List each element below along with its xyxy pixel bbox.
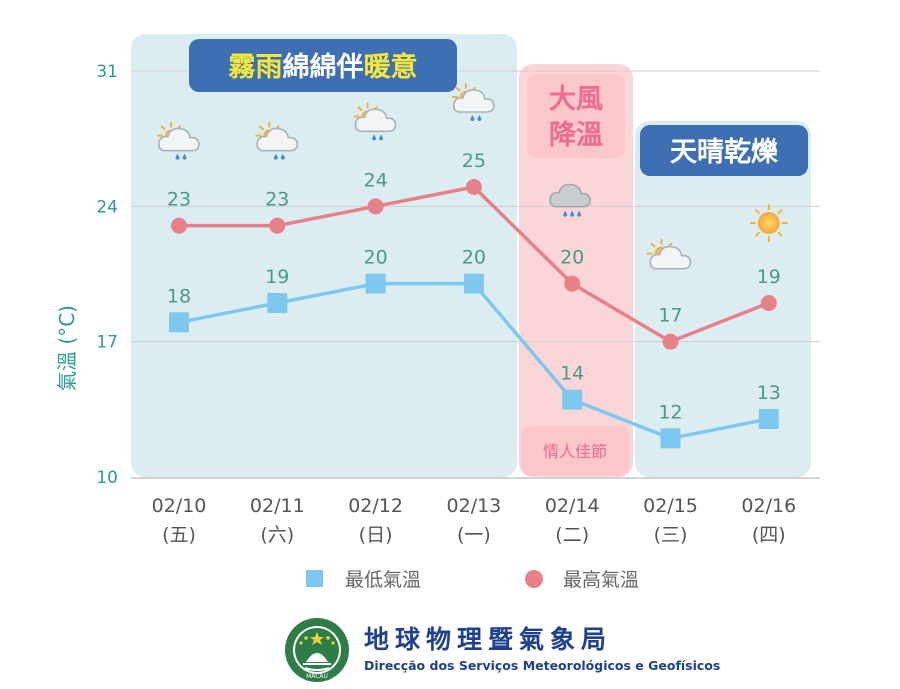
max-temp-marker [564, 275, 581, 292]
x-tick-weekday: (五) [162, 524, 196, 546]
y-tick-label: 17 [96, 333, 118, 353]
legend-min-label: 最低氣溫 [345, 569, 421, 591]
y-axis: 10 17 24 31 [96, 62, 118, 488]
min-temp-label: 12 [658, 401, 682, 423]
max-temp-marker [662, 333, 679, 350]
period1-region [131, 34, 517, 477]
x-tick-date: 02/10 [152, 495, 207, 517]
period3-region [635, 121, 811, 477]
max-temp-label: 23 [167, 189, 191, 211]
svg-text:霧雨綿綿伴暖意: 霧雨綿綿伴暖意 [229, 51, 418, 83]
min-temp-marker [365, 273, 386, 294]
legend-min-marker [306, 570, 323, 587]
x-tick-weekday: (四) [752, 524, 786, 546]
min-temp-label: 18 [167, 285, 191, 307]
x-tick-weekday: (六) [260, 524, 294, 546]
period1-text-c: 暖意 [364, 51, 418, 83]
max-temp-marker [269, 217, 286, 234]
min-temp-label: 13 [757, 382, 781, 404]
max-temp-marker [171, 217, 187, 234]
x-tick-weekday: (日) [359, 524, 393, 546]
rain-cloud-icon [549, 183, 592, 217]
sun-cloud-rain-icon [451, 83, 495, 121]
y-tick-label: 24 [96, 197, 118, 217]
y-tick-label: 10 [96, 468, 118, 488]
period2-text-line1: 大風 [549, 84, 603, 115]
agency-name-zh: 地球物理暨氣象局 [364, 625, 612, 654]
min-temp-marker [267, 293, 288, 313]
valentine-text: 情人佳節 [543, 442, 607, 461]
weather-icons [157, 83, 788, 270]
max-temp-marker [760, 295, 777, 311]
period3-banner: 天晴乾爍 [640, 125, 808, 176]
max-temp-label: 17 [658, 305, 682, 327]
max-temp-label: 23 [265, 189, 289, 211]
sun-cloud-icon [646, 238, 692, 270]
sun-icon [749, 204, 788, 242]
y-tick-label: 31 [96, 62, 118, 82]
max-temp-label: 25 [462, 150, 486, 172]
agency-name-pt: Direcção dos Serviços Meteorológicos e G… [364, 658, 720, 673]
min-temp-marker [463, 273, 484, 294]
period3-text: 天晴乾爍 [670, 137, 778, 168]
x-tick-date: 02/13 [447, 495, 502, 517]
x-tick-date: 02/16 [741, 495, 796, 517]
legend-max-label: 最高氣溫 [563, 569, 639, 591]
agency-logo: MACAU 地球物理暨氣象局 Direcção dos Serviços Met… [285, 618, 720, 682]
x-tick-date: 02/11 [250, 495, 305, 517]
x-tick-date: 02/14 [545, 495, 600, 517]
valentine-badge: 情人佳節 [521, 426, 629, 476]
period1-text-a: 霧雨 [229, 52, 283, 83]
min-temp-marker [660, 428, 681, 449]
x-axis: 02/10 (五) 02/11 (六) 02/12 (日) 02/13 (一) 02/14 (二)… [152, 495, 797, 546]
period2-region [519, 64, 633, 477]
x-tick-date: 02/12 [348, 495, 403, 517]
x-tick-weekday: (一) [457, 524, 491, 546]
period1-text-b: 綿綿伴 [283, 51, 364, 83]
period2-banner: 大風 降溫 [527, 74, 625, 158]
seal-text: MACAU [306, 673, 328, 680]
sun-cloud-rain-icon [353, 102, 397, 141]
period1-banner: 霧雨綿綿伴暖意 [189, 39, 457, 92]
period2-text-line2: 降溫 [549, 120, 603, 151]
min-temp-label: 20 [364, 247, 388, 269]
y-axis-label: 氣溫 (°C) [55, 305, 79, 391]
min-temp-marker [758, 409, 779, 429]
x-tick-weekday: (三) [654, 524, 688, 546]
legend: 最低氣溫 最高氣溫 [306, 569, 639, 591]
min-temp-marker [169, 312, 189, 333]
max-temp-label: 20 [560, 247, 584, 269]
data-labels: 18 19 20 20 14 12 13 23 23 24 25 20 17 19 [167, 150, 781, 423]
min-temp-label: 20 [462, 247, 486, 269]
series [169, 179, 779, 449]
max-temp-marker [465, 179, 482, 195]
sun-cloud-rain-icon [255, 121, 299, 160]
min-temp-marker [562, 389, 583, 410]
x-tick-weekday: (二) [555, 524, 589, 546]
x-tick-date: 02/15 [643, 495, 698, 517]
min-temp-label: 19 [265, 266, 289, 288]
legend-max-marker [525, 570, 543, 588]
max-temp-marker [367, 198, 384, 215]
sun-cloud-rain-icon [157, 121, 200, 160]
max-temp-label: 24 [364, 169, 388, 191]
max-temp-label: 19 [757, 266, 781, 288]
min-temp-label: 14 [560, 363, 584, 385]
macau-seal-icon: MACAU [285, 618, 349, 682]
